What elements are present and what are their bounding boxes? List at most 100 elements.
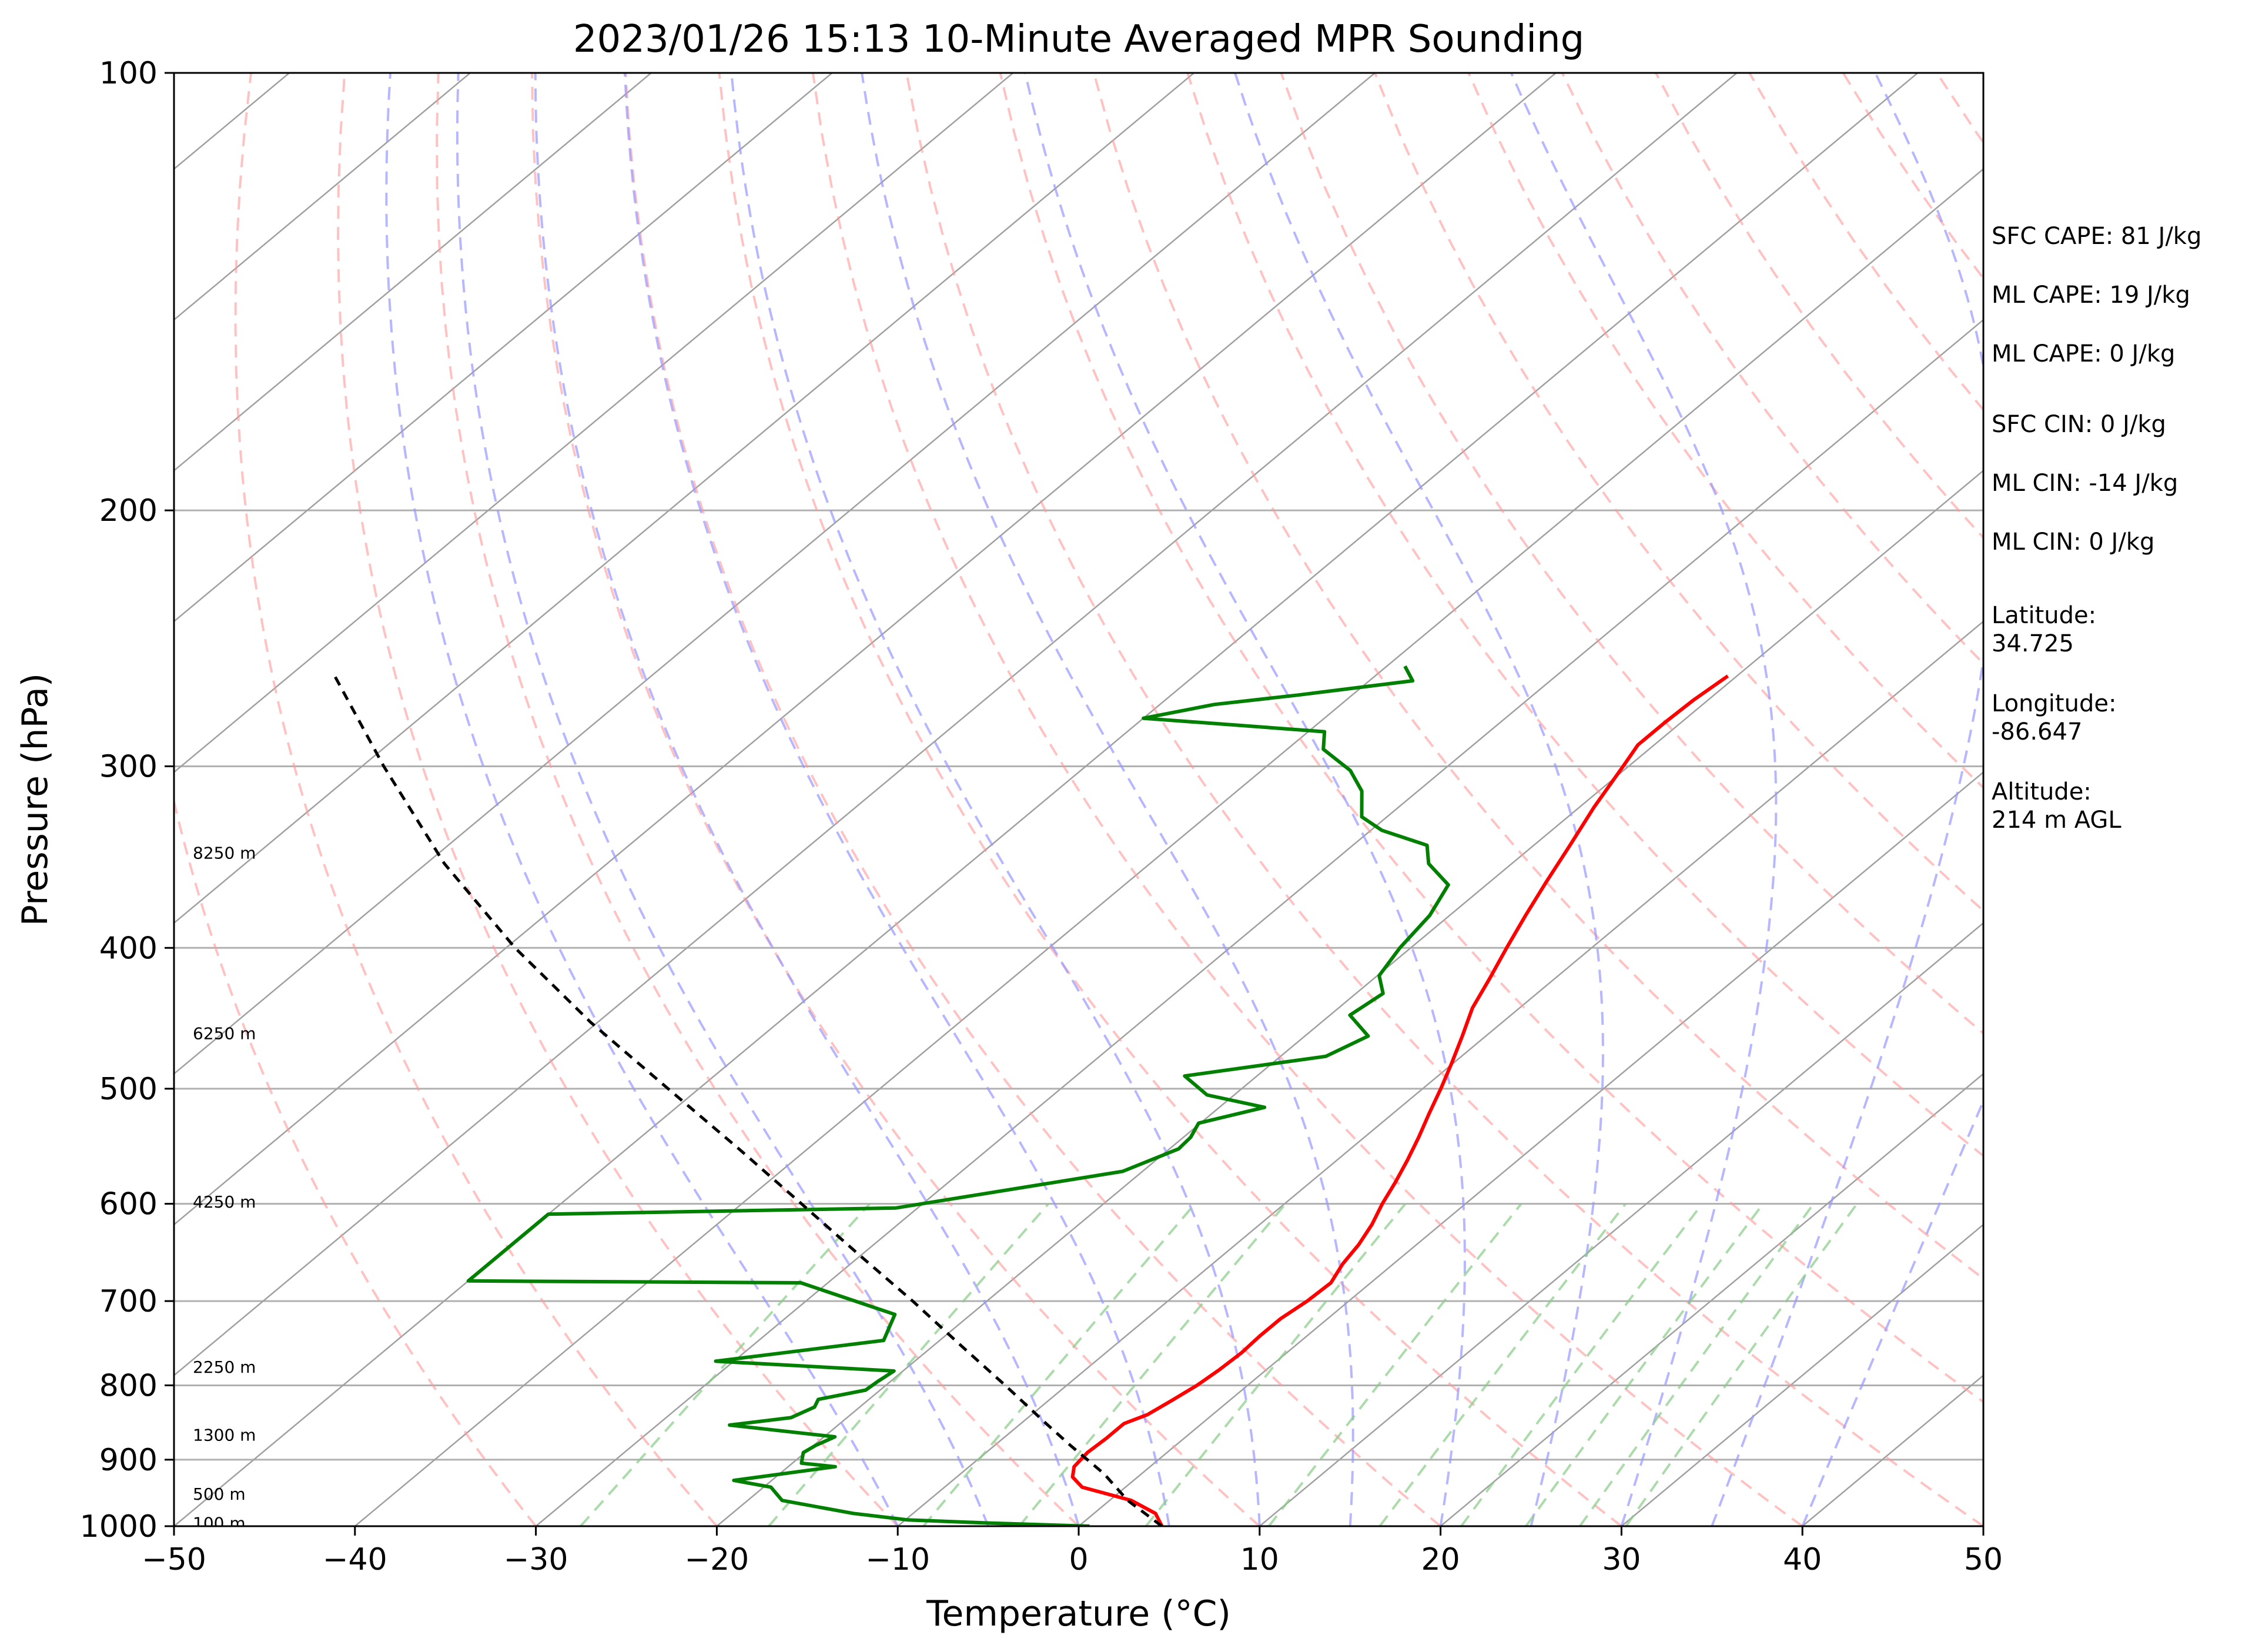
y-tick-label: 100 — [99, 56, 158, 91]
x-tick-label: 10 — [1240, 1542, 1279, 1577]
temperature-profile-line — [1070, 674, 1729, 1526]
sounding-annotations: SFC CAPE: 81 J/kg ML CAPE: 19 J/kg ML CAPE… — [1992, 223, 2201, 834]
isotherm-line — [1440, 1072, 1983, 1526]
dry-adiabat-line — [999, 73, 1983, 1404]
isotherm-line — [174, 73, 1557, 1226]
moist-adiabat-line — [730, 73, 1261, 1526]
dry-adiabat-line — [174, 796, 537, 1526]
sounding-annotation: Longitude: — [1992, 690, 2116, 717]
y-tick-label: 800 — [99, 1368, 158, 1403]
sounding-annotation: SFC CAPE: 81 J/kg — [1992, 223, 2201, 250]
height-label: 8250 m — [193, 843, 256, 862]
x-tick-label: −40 — [323, 1542, 387, 1577]
isotherm-line — [174, 73, 1195, 924]
mixing-ratio-lines — [580, 1203, 1858, 1526]
y-tick-label: 300 — [99, 749, 158, 784]
sounding-annotation: Latitude: — [1992, 602, 2096, 629]
y-axis-label: Pressure (hPa) — [15, 673, 56, 926]
height-label: 4250 m — [193, 1192, 256, 1212]
moist-adiabat-line — [534, 73, 1080, 1526]
moist-adiabat-line — [1510, 73, 1778, 1526]
moist-adiabat-line — [623, 73, 1170, 1526]
moist-adiabat-line — [1024, 73, 1466, 1526]
isotherm-line — [1621, 1223, 1983, 1526]
isotherm-line — [174, 73, 652, 472]
sounding-annotation: ML CAPE: 0 J/kg — [1992, 340, 2175, 367]
isotherm-line — [174, 73, 833, 623]
sounding-annotation: ML CIN: -14 J/kg — [1992, 470, 2178, 497]
mixing-ratio-line — [580, 1203, 871, 1526]
mixing-ratio-line — [1145, 1203, 1407, 1526]
moist-adiabat-line — [1234, 73, 1604, 1526]
sounding-annotation: ML CAPE: 19 J/kg — [1992, 282, 2190, 309]
dry-adiabat-lines — [174, 73, 1983, 1526]
dry-adiabat-line — [336, 73, 899, 1526]
chart-title: 2023/01/26 15:13 10-Minute Averaged MPR … — [573, 18, 1584, 61]
dry-adiabat-line — [811, 73, 1803, 1526]
x-tick-label: −30 — [504, 1542, 568, 1577]
mixing-ratio-line — [1460, 1203, 1704, 1526]
sounding-annotation: 214 m AGL — [1992, 807, 2121, 834]
moist-adiabat-line — [385, 73, 899, 1526]
height-label: 6250 m — [193, 1024, 256, 1044]
isotherm-line — [535, 319, 1983, 1526]
moist-adiabat-line — [456, 73, 989, 1526]
x-tick-label: 20 — [1421, 1542, 1460, 1577]
isotherm-line — [897, 620, 1983, 1526]
dry-adiabat-line — [531, 73, 1261, 1526]
y-tick-label: 400 — [99, 931, 158, 966]
sounding-annotation: ML CIN: 0 J/kg — [1992, 529, 2154, 556]
height-label: 500 m — [193, 1484, 246, 1504]
moist-adiabat-line — [861, 73, 1354, 1526]
y-axis-ticks: 100 200 300 400 500 600 700 800 900 1000 — [80, 56, 174, 1544]
dry-adiabat-line — [1186, 73, 1983, 1158]
mixing-ratio-line — [1625, 1203, 1858, 1526]
dry-adiabat-line — [1092, 73, 1983, 1280]
y-tick-label: 600 — [99, 1187, 158, 1222]
mixing-ratio-line — [1525, 1203, 1764, 1526]
x-tick-label: 40 — [1783, 1542, 1822, 1577]
y-tick-label: 1000 — [80, 1509, 158, 1544]
x-axis-label: Temperature (°C) — [926, 1593, 1231, 1634]
moist-adiabat-line — [1801, 1098, 1983, 1526]
isotherm-line — [174, 73, 1919, 1526]
y-tick-label: 900 — [99, 1443, 158, 1478]
moist-adiabat-line — [1711, 73, 1983, 1526]
sounding-annotation: Altitude: — [1992, 778, 2092, 805]
isotherm-line — [174, 73, 1376, 1075]
x-tick-label: 50 — [1964, 1542, 2003, 1577]
dewpoint-profile-line — [466, 665, 1450, 1526]
height-label: 1300 m — [193, 1425, 256, 1444]
sounding-annotation: -86.647 — [1992, 718, 2082, 745]
mixing-ratio-line — [1378, 1203, 1627, 1526]
dry-adiabat-line — [1467, 73, 1983, 790]
sounding-annotation: SFC CIN: 0 J/kg — [1992, 411, 2166, 438]
profile-series — [333, 665, 1729, 1526]
isotherm-line — [354, 168, 1983, 1526]
dry-adiabat-line — [1373, 73, 1983, 912]
sounding-annotation: 34.725 — [1992, 630, 2074, 657]
mixing-ratio-line — [1578, 1203, 1815, 1526]
pressure-gridlines — [174, 73, 1983, 1526]
mixing-ratio-line — [1018, 1203, 1287, 1526]
y-tick-label: 200 — [99, 493, 158, 529]
x-tick-label: −10 — [865, 1542, 930, 1577]
isotherm-line — [1078, 771, 1983, 1526]
moist-adiabat-lines — [385, 73, 1983, 1526]
x-tick-label: 30 — [1602, 1542, 1641, 1577]
isotherm-line — [174, 73, 471, 321]
dry-adiabat-line — [234, 73, 718, 1526]
x-axis-ticks: −50 −40 −30 −20 −10 0 10 20 30 40 50 — [142, 1526, 2003, 1577]
x-tick-label: 0 — [1069, 1542, 1088, 1577]
x-tick-label: −20 — [685, 1542, 749, 1577]
dry-adiabat-line — [1561, 73, 1983, 666]
height-label: 2250 m — [193, 1357, 256, 1377]
isotherm-line — [174, 73, 1738, 1377]
isotherm-line — [1259, 922, 1983, 1526]
y-tick-label: 500 — [99, 1072, 158, 1107]
dry-adiabat-line — [436, 73, 1080, 1526]
height-label: 100 m — [193, 1514, 246, 1533]
isotherm-line — [174, 73, 1014, 774]
